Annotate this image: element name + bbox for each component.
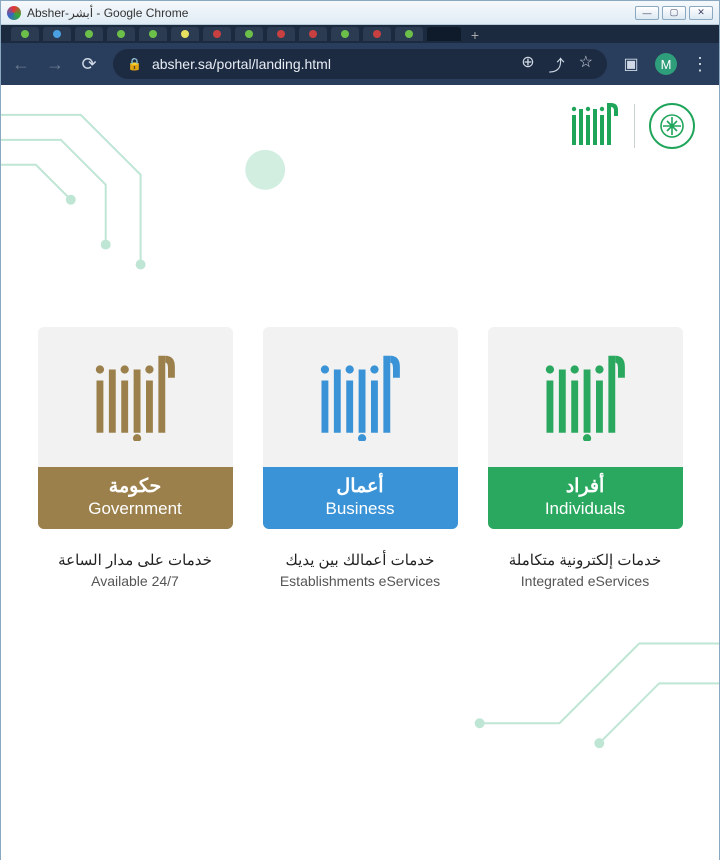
- browser-tab[interactable]: [395, 27, 423, 41]
- browser-tab[interactable]: [363, 27, 391, 41]
- emblem-icon: [649, 103, 695, 149]
- service-cards: حكومةGovernment خدمات على مدار الساعة Avai…: [1, 327, 719, 589]
- card-government[interactable]: حكومةGovernment خدمات على مدار الساعة Avai…: [38, 327, 233, 589]
- lock-icon: 🔒: [127, 57, 142, 71]
- forward-button[interactable]: →: [45, 54, 65, 75]
- card-description: خدمات على مدار الساعة Available 24/7: [58, 551, 212, 589]
- card-logo: [488, 327, 683, 467]
- card-title-ar: أعمال: [263, 475, 458, 498]
- zoom-icon[interactable]: ⊕: [521, 52, 534, 76]
- browser-tab-active[interactable]: [427, 27, 461, 41]
- card-description: خدمات إلكترونية متكاملة Integrated eServi…: [509, 551, 661, 589]
- share-icon[interactable]: ⤴: [549, 52, 565, 76]
- browser-tab[interactable]: [107, 27, 135, 41]
- browser-tab[interactable]: [267, 27, 295, 41]
- window-favicon: [7, 6, 21, 20]
- card-logo: [263, 327, 458, 467]
- header-divider: [634, 104, 635, 148]
- page-content: حكومةGovernment خدمات على مدار الساعة Avai…: [1, 85, 719, 861]
- card-desc-en: Integrated eServices: [509, 573, 661, 589]
- card-description: خدمات أعمالك بين يديك Establishments eSer…: [280, 551, 440, 589]
- browser-tab[interactable]: [139, 27, 167, 41]
- extensions-icon[interactable]: ▣: [621, 54, 641, 74]
- back-button[interactable]: ←: [11, 54, 31, 75]
- page-header: [570, 103, 695, 149]
- card-individuals[interactable]: أفرادIndividuals خدمات إلكترونية متكاملة I…: [488, 327, 683, 589]
- tab-strip: +: [1, 25, 719, 43]
- bookmark-icon[interactable]: ☆: [579, 52, 593, 76]
- card-desc-ar: خدمات على مدار الساعة: [58, 551, 212, 569]
- window-title: Absher-أبشر - Google Chrome: [27, 6, 188, 20]
- close-button[interactable]: ✕: [689, 6, 713, 20]
- browser-tab[interactable]: [43, 27, 71, 41]
- menu-icon[interactable]: ⋮: [691, 54, 709, 75]
- card-title-en: Government: [38, 499, 233, 519]
- card-desc-en: Available 24/7: [58, 573, 212, 589]
- reload-button[interactable]: ⟳: [79, 54, 99, 75]
- window-titlebar: Absher-أبشر - Google Chrome — ▢ ✕: [1, 1, 719, 25]
- minimize-button[interactable]: —: [635, 6, 659, 20]
- profile-avatar[interactable]: M: [655, 53, 677, 75]
- card-title-band: أعمالBusiness: [263, 467, 458, 529]
- card-desc-ar: خدمات أعمالك بين يديك: [280, 551, 440, 569]
- browser-tab[interactable]: [171, 27, 199, 41]
- address-bar[interactable]: 🔒 absher.sa/portal/landing.html ⊕ ⤴ ☆: [113, 49, 607, 79]
- browser-tab[interactable]: [299, 27, 327, 41]
- card-desc-ar: خدمات إلكترونية متكاملة: [509, 551, 661, 569]
- maximize-button[interactable]: ▢: [662, 6, 686, 20]
- card-logo: [38, 327, 233, 467]
- card-title-band: أفرادIndividuals: [488, 467, 683, 529]
- card-title-ar: أفراد: [488, 475, 683, 498]
- browser-tab[interactable]: [331, 27, 359, 41]
- browser-tab[interactable]: [75, 27, 103, 41]
- card-title-ar: حكومة: [38, 475, 233, 498]
- card-title-en: Individuals: [488, 499, 683, 519]
- url-text: absher.sa/portal/landing.html: [152, 56, 331, 72]
- browser-toolbar: ← → ⟳ 🔒 absher.sa/portal/landing.html ⊕ …: [1, 43, 719, 85]
- browser-tab[interactable]: [235, 27, 263, 41]
- card-title-en: Business: [263, 499, 458, 519]
- card-title-band: حكومةGovernment: [38, 467, 233, 529]
- browser-tab[interactable]: [11, 27, 39, 41]
- absher-logo-icon: [570, 103, 620, 149]
- card-business[interactable]: أعمالBusiness خدمات أعمالك بين يديك Establ…: [263, 327, 458, 589]
- card-desc-en: Establishments eServices: [280, 573, 440, 589]
- browser-tab[interactable]: [203, 27, 231, 41]
- new-tab-button[interactable]: +: [465, 27, 485, 41]
